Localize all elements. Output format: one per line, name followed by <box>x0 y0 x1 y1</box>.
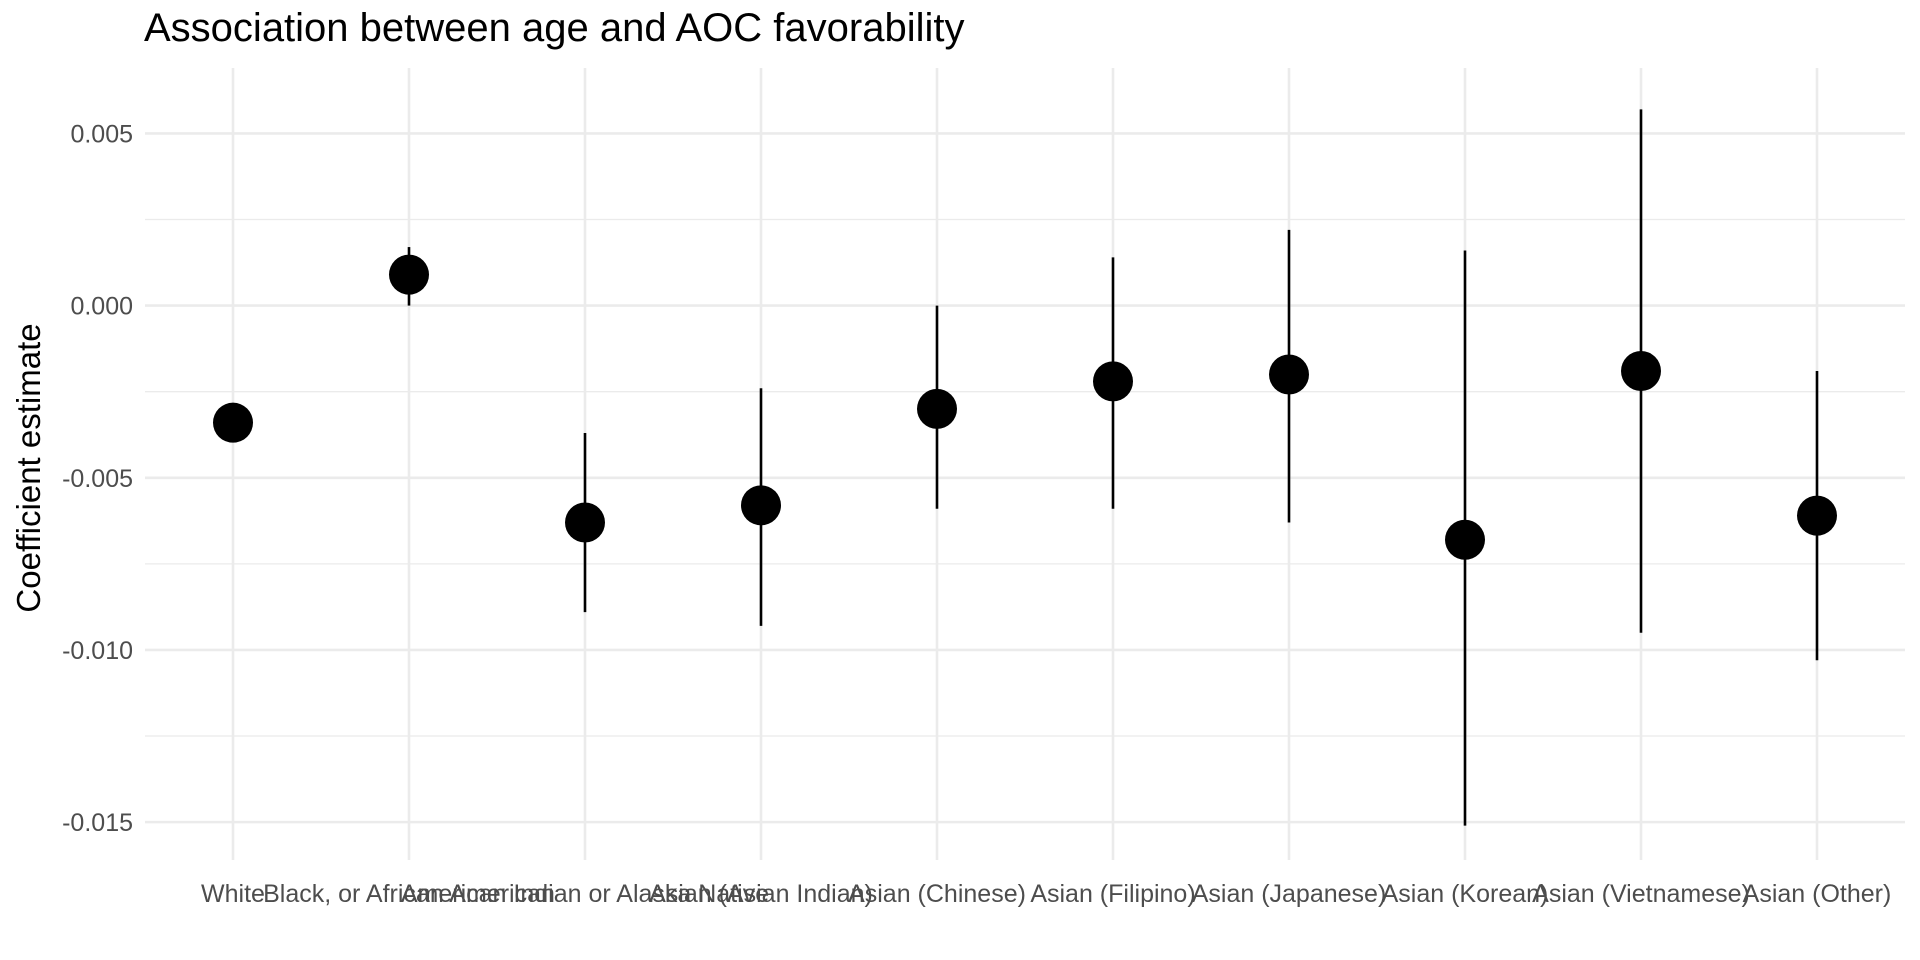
x-tick-label: American Indian or Alaska Native <box>401 880 769 908</box>
y-tick-label: 0.005 <box>70 120 133 148</box>
x-tick-label: Black, or African American <box>263 880 555 908</box>
y-tick-label: -0.005 <box>62 465 133 493</box>
y-tick-label: -0.010 <box>62 637 133 665</box>
x-tick-label: Asian (Asian Indian) <box>649 880 873 908</box>
estimate-point <box>389 254 429 295</box>
y-tick-label: 0.000 <box>70 293 133 321</box>
x-tick-label: Asian (Other) <box>1743 880 1892 908</box>
estimate-point <box>917 388 957 429</box>
x-tick-label: Asian (Chinese) <box>848 880 1026 908</box>
estimate-point <box>741 485 781 526</box>
estimate-point <box>213 402 253 443</box>
x-tick-label: White <box>201 880 265 908</box>
estimate-point <box>1269 354 1309 395</box>
axis-layer: 0.005 0.000 -0.005 -0.010 -0.015 WhiteBlack, … <box>62 120 1891 908</box>
x-tick-label: Asian (Vietnamese) <box>1532 880 1750 908</box>
x-tick-label: Asian (Korean) <box>1382 880 1549 908</box>
estimate-point <box>565 502 605 543</box>
y-axis-label: Coefficient estimate <box>10 323 47 612</box>
marks-layer <box>213 109 1837 826</box>
y-tick-label: -0.015 <box>62 809 133 837</box>
estimate-point <box>1621 351 1661 392</box>
estimate-point <box>1093 361 1133 402</box>
x-tick-label: Asian (Filipino) <box>1030 880 1195 908</box>
estimate-point <box>1445 519 1485 560</box>
chart-title: Association between age and AOC favorabi… <box>144 6 965 50</box>
x-tick-label: Asian (Japanese) <box>1192 880 1387 908</box>
estimate-point <box>1797 495 1837 536</box>
